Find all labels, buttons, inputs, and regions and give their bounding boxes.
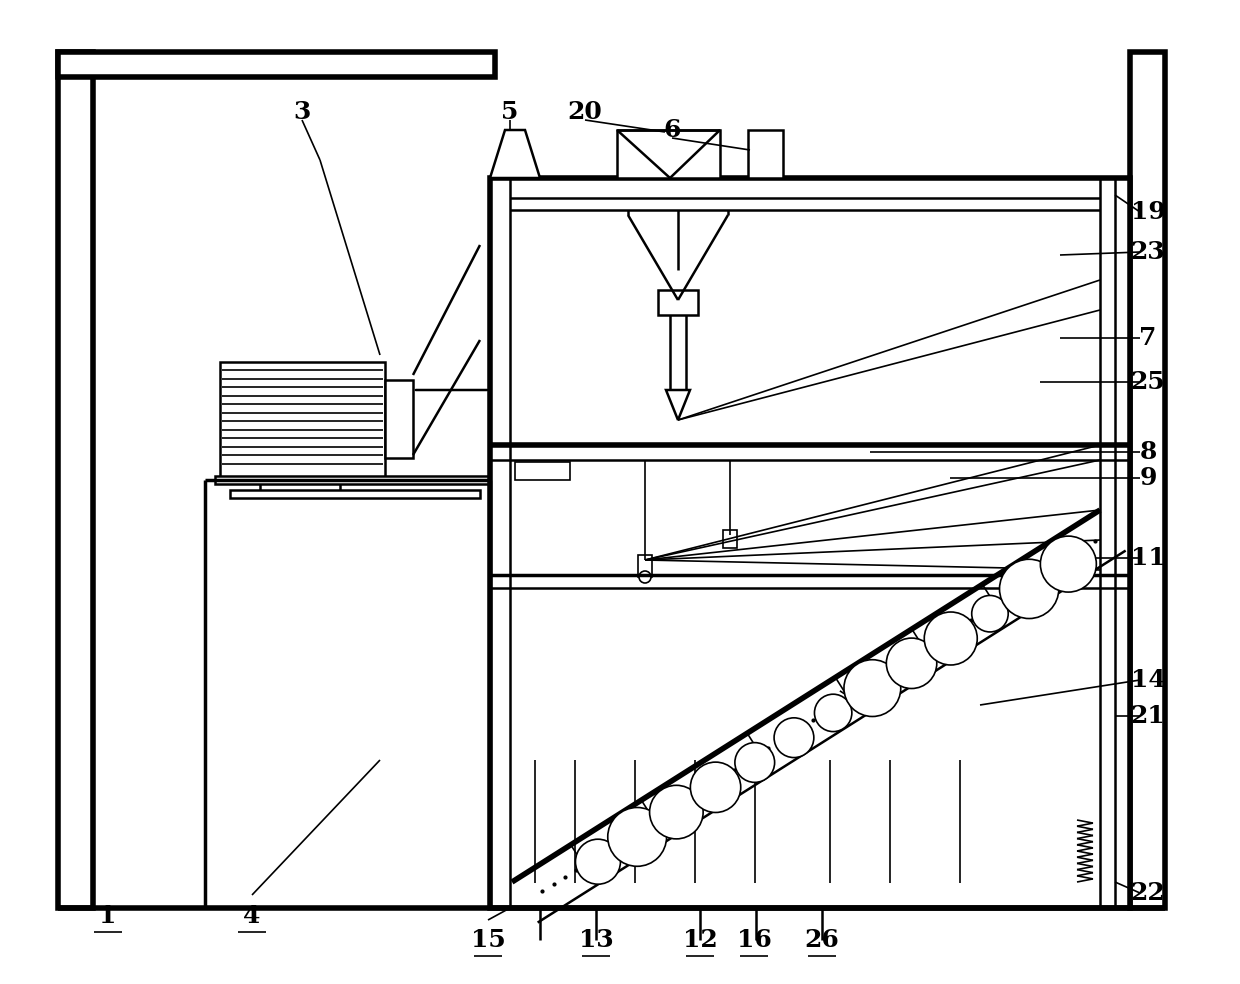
Text: 13: 13 <box>579 928 614 952</box>
Circle shape <box>999 559 1059 619</box>
Text: 9: 9 <box>1140 466 1157 490</box>
Bar <box>639 555 652 577</box>
Circle shape <box>887 638 936 689</box>
Polygon shape <box>490 130 539 178</box>
Text: 22: 22 <box>1131 881 1166 905</box>
Circle shape <box>844 659 900 716</box>
Text: 16: 16 <box>737 928 771 952</box>
Text: 6: 6 <box>663 118 681 142</box>
Text: 23: 23 <box>1131 240 1166 264</box>
Bar <box>658 290 698 315</box>
Bar <box>58 52 495 77</box>
Text: 8: 8 <box>1140 440 1157 464</box>
Circle shape <box>815 694 852 731</box>
Circle shape <box>691 763 740 813</box>
Bar <box>748 130 782 178</box>
Circle shape <box>1040 536 1096 592</box>
Bar <box>219 362 384 477</box>
Circle shape <box>972 595 1008 632</box>
Text: 4: 4 <box>243 904 260 928</box>
Text: 1: 1 <box>99 904 117 928</box>
Circle shape <box>575 839 620 885</box>
Text: 19: 19 <box>1131 200 1166 224</box>
Text: 25: 25 <box>1131 370 1166 394</box>
Text: 21: 21 <box>1131 704 1166 728</box>
Text: 3: 3 <box>294 100 311 124</box>
Bar <box>215 476 495 484</box>
Text: 14: 14 <box>1131 668 1166 692</box>
Polygon shape <box>666 390 689 420</box>
Bar <box>1130 52 1166 908</box>
Bar <box>723 530 737 548</box>
Text: 11: 11 <box>1131 546 1166 570</box>
Polygon shape <box>618 130 720 178</box>
Circle shape <box>608 808 667 866</box>
Circle shape <box>639 571 651 583</box>
Text: 12: 12 <box>683 928 718 952</box>
Bar <box>58 52 93 908</box>
Text: 5: 5 <box>501 100 518 124</box>
Bar <box>384 380 413 458</box>
Text: 7: 7 <box>1140 326 1157 350</box>
Circle shape <box>650 785 703 839</box>
Bar <box>515 462 570 480</box>
Bar <box>490 178 1130 908</box>
Text: 26: 26 <box>805 928 839 952</box>
Bar <box>229 490 480 498</box>
Circle shape <box>774 717 813 758</box>
Circle shape <box>924 612 977 665</box>
Text: 15: 15 <box>471 928 506 952</box>
Text: 20: 20 <box>568 100 603 124</box>
Circle shape <box>735 743 775 782</box>
